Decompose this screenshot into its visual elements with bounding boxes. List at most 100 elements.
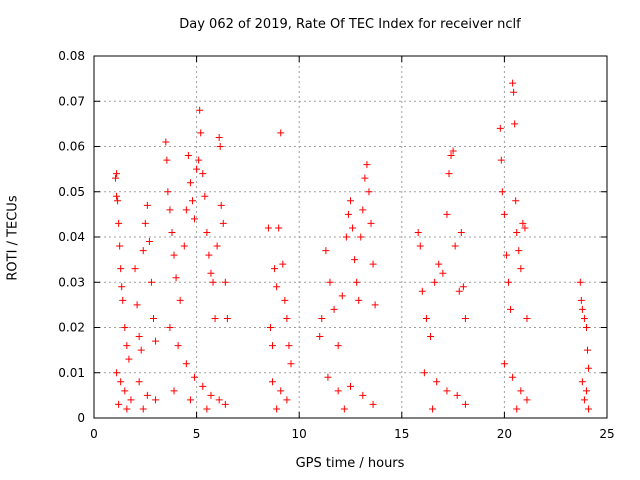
data-point — [180, 242, 188, 250]
data-point — [349, 224, 357, 232]
data-point — [211, 314, 219, 322]
data-point — [338, 292, 346, 300]
data-point — [163, 156, 171, 164]
data-point — [461, 314, 469, 322]
data-point — [459, 283, 467, 291]
data-point — [351, 256, 359, 264]
data-point — [512, 197, 520, 205]
data-point — [414, 228, 422, 236]
y-tick-label: 0.08 — [58, 49, 85, 63]
data-point — [216, 143, 224, 150]
data-point — [186, 179, 194, 187]
x-tick-label: 10 — [292, 427, 307, 441]
data-point — [217, 201, 225, 209]
data-point — [172, 274, 180, 282]
data-point — [176, 296, 184, 304]
data-point — [457, 228, 465, 236]
data-point — [451, 242, 459, 250]
data-point — [369, 260, 377, 268]
data-point — [580, 314, 588, 322]
data-point — [125, 355, 133, 363]
data-point — [285, 342, 293, 350]
data-point — [497, 156, 505, 164]
data-point — [188, 197, 196, 205]
data-point — [193, 165, 201, 173]
data-point — [326, 278, 334, 286]
data-point — [502, 251, 510, 259]
data-point — [213, 242, 221, 250]
data-point — [287, 360, 295, 368]
data-point — [121, 387, 129, 395]
data-point — [215, 133, 223, 141]
data-point — [371, 301, 379, 309]
data-point — [433, 378, 441, 386]
grid-lines — [94, 56, 607, 418]
data-point — [347, 382, 354, 390]
data-point — [355, 296, 363, 304]
data-point — [115, 400, 123, 408]
data-point — [121, 324, 129, 331]
y-tick-label: 0.07 — [58, 94, 85, 108]
data-point — [219, 219, 227, 227]
data-point — [113, 192, 121, 200]
data-point — [443, 387, 451, 395]
data-point — [139, 247, 147, 255]
data-point — [577, 296, 585, 304]
data-point — [223, 314, 231, 322]
data-point — [269, 378, 277, 386]
data-point — [281, 296, 289, 304]
data-point — [139, 405, 147, 413]
data-point — [170, 387, 178, 395]
data-point — [207, 391, 215, 399]
data-point — [523, 314, 531, 322]
data-point — [168, 228, 176, 236]
data-point — [116, 242, 124, 250]
data-point — [269, 342, 277, 350]
data-point — [283, 396, 291, 404]
data-point — [191, 215, 199, 223]
y-tick-label: 0.02 — [58, 321, 85, 335]
data-point — [322, 247, 330, 255]
data-point — [207, 269, 215, 277]
data-point — [118, 283, 126, 291]
data-point — [353, 278, 361, 286]
x-tick-label: 15 — [394, 427, 409, 441]
data-point — [199, 170, 207, 178]
data-point — [505, 278, 513, 286]
data-point — [147, 278, 155, 286]
data-point — [584, 346, 592, 354]
data-point — [324, 373, 332, 381]
data-point — [114, 197, 122, 205]
data-point — [273, 405, 281, 413]
data-point — [137, 346, 145, 354]
data-point — [509, 79, 517, 87]
data-point — [182, 360, 190, 368]
data-point — [277, 387, 285, 395]
chart-title: Day 062 of 2019, Rate Of TEC Index for r… — [179, 17, 521, 32]
data-point — [513, 228, 521, 236]
data-point — [513, 405, 521, 413]
data-point — [582, 324, 590, 331]
data-point — [199, 382, 207, 390]
x-tick-label: 20 — [497, 427, 512, 441]
data-point — [447, 152, 455, 160]
data-point — [418, 287, 426, 295]
data-point — [367, 219, 375, 227]
data-point — [334, 342, 342, 350]
data-point — [201, 192, 209, 200]
data-point — [131, 265, 139, 273]
data-point — [203, 405, 211, 413]
y-tick-label: 0 — [77, 411, 85, 425]
data-point — [152, 396, 160, 404]
data-point — [334, 387, 342, 395]
data-point — [517, 265, 525, 273]
data-point — [197, 129, 205, 137]
data-point — [420, 369, 428, 377]
data-point — [369, 400, 377, 408]
y-tick-label: 0.03 — [58, 275, 85, 289]
data-point — [162, 138, 170, 146]
data-point — [576, 278, 584, 286]
data-point — [578, 378, 586, 386]
data-point — [166, 206, 174, 214]
